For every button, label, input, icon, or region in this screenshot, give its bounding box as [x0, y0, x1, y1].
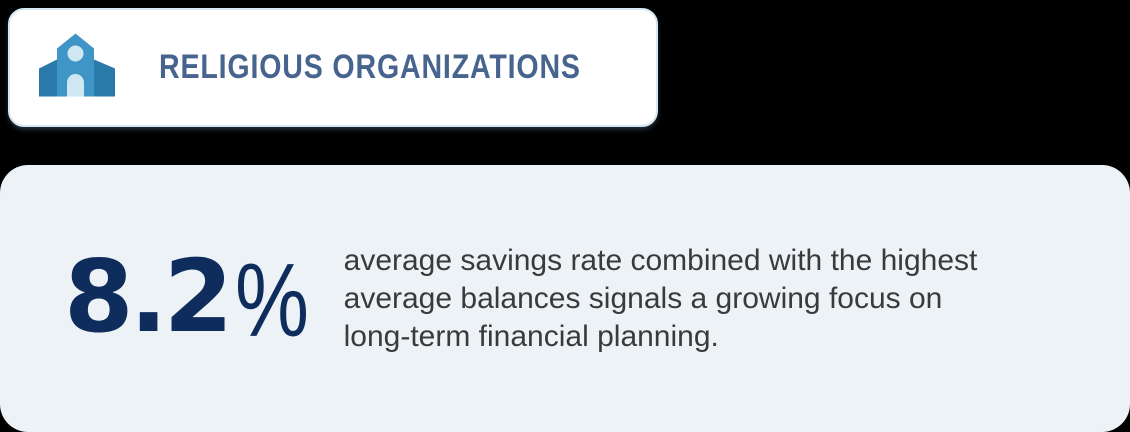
percent-sign: %	[235, 242, 310, 359]
stat-number: 8.2 %	[64, 237, 328, 359]
stat-description: average savings rate combined with the h…	[343, 243, 978, 353]
category-header-card: RELIGIOUS ORGANIZATIONS	[8, 8, 658, 127]
category-title: RELIGIOUS ORGANIZATIONS	[159, 48, 581, 86]
stat-card: 8.2 % average savings rate combined with…	[0, 165, 1130, 432]
stat-value: 8.2	[64, 237, 233, 355]
church-icon	[39, 33, 115, 97]
